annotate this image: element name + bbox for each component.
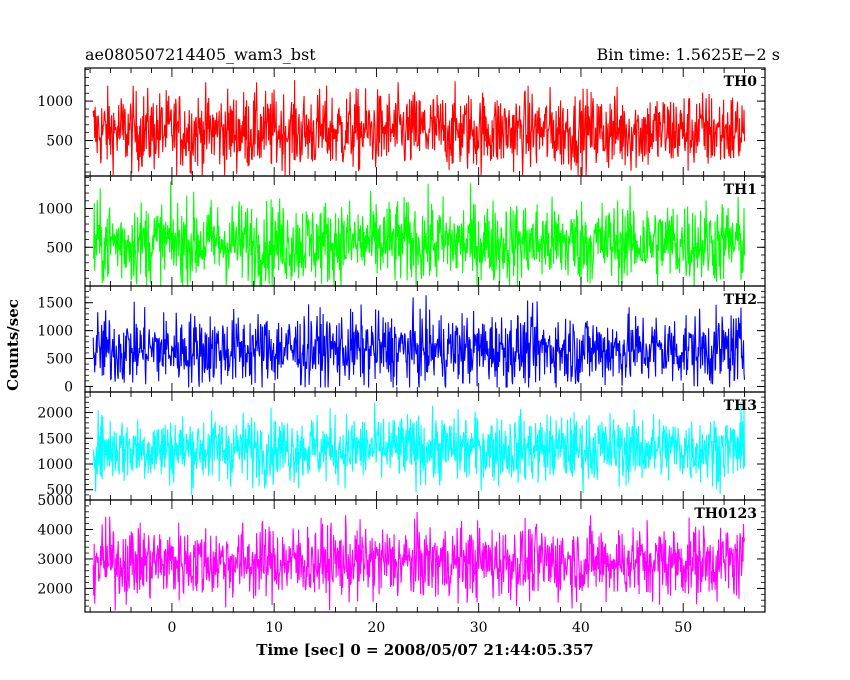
panel-label-th1: TH1 [724, 182, 757, 198]
y-tick-label: 1000 [37, 94, 73, 110]
panel-label-th0: TH0 [724, 74, 758, 90]
y-tick-label: 3000 [37, 552, 73, 568]
trace-th1 [92, 181, 746, 286]
y-axis-label: Counts/sec [4, 299, 22, 391]
x-axis: 0 10 20 30 40 50 [167, 620, 692, 636]
trace-th0 [92, 80, 746, 176]
y-tick-label: 1000 [37, 324, 73, 340]
x-tick-label: 20 [368, 620, 386, 636]
x-tick-label: 10 [265, 620, 283, 636]
trace-th2 [92, 295, 746, 388]
y-tick-label: 2000 [37, 406, 73, 422]
panel-th0: 500 1000 TH0 [37, 67, 766, 177]
panel-th2: 0 500 1000 1500 TH2 [37, 285, 766, 395]
x-tick-label: 30 [470, 620, 488, 636]
trace-th0123 [92, 511, 746, 611]
panel-th1: 500 1000 TH1 [37, 175, 766, 287]
panel-th3: 500 1000 1500 2000 TH3 [37, 391, 766, 501]
bin-time-label: Bin time: 1.5625E−2 s [597, 45, 780, 64]
x-axis-label: Time [sec] 0 = 2008/05/07 21:44:05.357 [256, 641, 593, 659]
y-tick-label: 2000 [37, 581, 73, 597]
x-tick-label: 0 [167, 620, 176, 636]
x-tick-label: 40 [572, 620, 590, 636]
y-tick-label: 500 [46, 483, 73, 499]
y-tick-label: 1500 [37, 431, 73, 447]
panels-group: 500 1000 TH0 500 1000 TH1 0 500 1000 1500 TH2 500 10… [37, 67, 766, 613]
panel-frame [84, 499, 766, 613]
trace-th3 [92, 402, 746, 496]
y-tick-label: 500 [46, 352, 73, 368]
y-tick-label: 500 [46, 240, 73, 256]
y-tick-label: 1500 [37, 296, 73, 312]
y-tick-label: 500 [46, 134, 73, 150]
y-tick-label: 0 [64, 379, 73, 395]
chart-title: ae080507214405_wam3_bst [85, 45, 316, 64]
panel-label-th0123: TH0123 [694, 506, 757, 522]
y-tick-label: 1000 [37, 457, 73, 473]
y-tick-label: 1000 [37, 202, 73, 218]
y-tick-label: 5000 [37, 493, 73, 509]
y-tick-label: 4000 [37, 522, 73, 538]
panel-th0123: 2000 3000 4000 5000 TH0123 [37, 493, 766, 613]
panel-label-th3: TH3 [724, 398, 757, 414]
x-tick-label: 50 [674, 620, 692, 636]
panel-label-th2: TH2 [724, 292, 757, 308]
